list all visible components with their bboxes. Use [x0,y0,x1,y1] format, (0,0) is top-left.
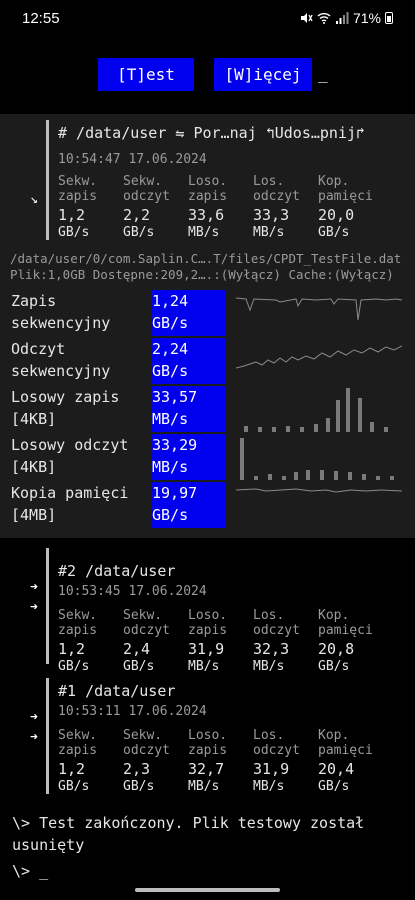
bench-value: 2,24 GB/s [151,338,226,384]
battery-percent: 71% [352,10,381,26]
status-time: 12:55 [22,10,60,27]
home-indicator[interactable] [135,888,280,892]
test-button[interactable]: [T]est [98,58,194,91]
rand-read-graph [240,438,394,480]
col-seq-write: Sekw. zapis 1,2 GB/s [58,728,98,794]
collapse-arrow-icon[interactable]: ↘ [30,192,38,207]
file-path: /data/user/0/com.Saplin.C….T/files/CPDT_… [10,251,402,266]
history-result-2[interactable]: #2 /data/user 10:53:45 17.06.2024 Sekw. z… [46,548,411,674]
bench-value: 33,29 MB/s [151,434,226,480]
signal-icon [335,12,349,24]
compare-arrow-icon[interactable]: ➜ [30,600,38,615]
result-divider [46,548,49,664]
col-mem-copy: Kop. pamięci 20,4 GB/s [318,728,373,794]
result-divider [46,120,49,240]
compare-arrow-icon[interactable]: ➜ [30,710,38,725]
mute-icon [300,13,313,23]
col-rand-write: Loso. zapis 31,9 MB/s [188,608,228,674]
status-message: \> Test zakończony. Plik testowy został … [12,814,365,854]
col-rand-write: Loso. zapis 32,7 MB/s [188,728,228,794]
seq-read-graph [236,345,402,369]
result-divider [46,678,49,794]
current-result-card[interactable]: # /data/user ⇋ Por…naj ↰Udos…pnij↱ 10:54… [46,120,411,240]
more-button[interactable]: [W]ięcej [214,58,312,91]
current-result-header[interactable]: # /data/user ⇋ Por…naj ↰Udos…pnij↱ [58,124,366,142]
compare-arrow-icon[interactable]: ➜ [30,730,38,745]
history-header: #1 /data/user [58,682,176,700]
status-bar: 12:55 71% [0,0,415,40]
cursor: _ [318,64,328,83]
bench-value: 33,57 MB/s [151,386,226,432]
bench-name: Odczyt sekwencyjny [11,340,111,380]
bench-row-mem-copy: Kopia pamięci [4MB] 19,97 GB/s [0,482,415,528]
col-seq-read: Sekw. odczyt 2,3 GB/s [123,728,170,794]
bench-row-seq-write: Zapis sekwencyjny 1,24 GB/s [0,290,415,336]
bench-value: 19,97 GB/s [151,482,226,528]
compare-arrow-icon[interactable]: ➜ [30,580,38,595]
bench-name: Zapis sekwencyjny [11,292,111,332]
mem-copy-graph [236,488,402,493]
top-actions: [T]est [W]ięcej _ [0,58,415,92]
current-result-panel: # /data/user ⇋ Por…naj ↰Udos…pnij↱ 10:54… [0,114,415,538]
current-result-date: 10:54:47 17.06.2024 [58,152,207,167]
bench-name: Losowy zapis [4KB] [11,388,120,428]
bench-name: Losowy odczyt [4KB] [11,436,129,476]
col-seq-write: Sekw. zapis 1,2 GB/s [58,608,98,674]
battery-icon [385,12,393,24]
file-info: Plik:1,0GB Dostępne:209,2….:(Wyłącz) Cac… [10,267,394,282]
history-date: 10:53:45 17.06.2024 [58,584,207,599]
col-rand-read: Los. odczyt 33,3 MB/s [253,174,300,240]
bench-name: Kopia pamięci [4MB] [11,484,129,524]
history-header: #2 /data/user [58,562,176,580]
bench-row-rand-read: Losowy odczyt [4KB] 33,29 MB/s [0,434,415,480]
command-prompt[interactable]: \> _ [12,862,49,880]
history-date: 10:53:11 17.06.2024 [58,704,207,719]
col-mem-copy: Kop. pamięci 20,0 GB/s [318,174,373,240]
bench-row-rand-write: Losowy zapis [4KB] 33,57 MB/s [0,386,415,432]
col-rand-read: Los. odczyt 31,9 MB/s [253,728,300,794]
history-result-1[interactable]: #1 /data/user 10:53:11 17.06.2024 Sekw. z… [46,678,411,794]
col-seq-write: Sekw. zapis 1,2 GB/s [58,174,98,240]
col-seq-read: Sekw. odczyt 2,4 GB/s [123,608,170,674]
seq-write-graph [236,297,402,321]
rand-write-graph [244,388,388,432]
bench-row-seq-read: Odczyt sekwencyjny 2,24 GB/s [0,338,415,384]
col-rand-write: Loso. zapis 33,6 MB/s [188,174,228,240]
wifi-icon [317,13,331,24]
col-mem-copy: Kop. pamięci 20,8 GB/s [318,608,373,674]
col-rand-read: Los. odczyt 32,3 MB/s [253,608,300,674]
col-seq-read: Sekw. odczyt 2,2 GB/s [123,174,170,240]
bench-value: 1,24 GB/s [151,290,226,336]
